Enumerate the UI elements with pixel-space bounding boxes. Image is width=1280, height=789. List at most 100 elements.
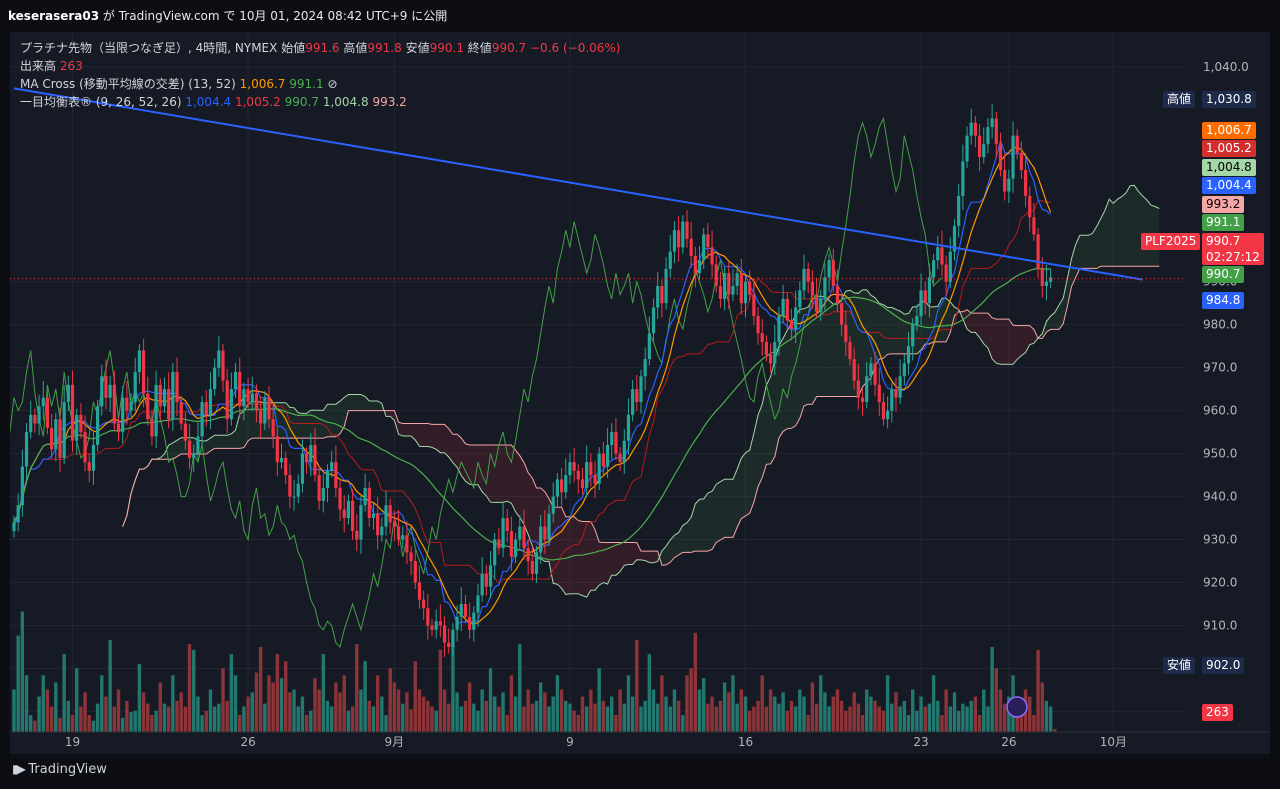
legend-ma-label[interactable]: MA Cross (移動平均線の交差) (13, 52) (20, 77, 236, 91)
volume-bar (87, 715, 91, 732)
candle-body (342, 509, 346, 519)
volume-bar (325, 700, 330, 732)
candle (58, 407, 62, 473)
candle (91, 430, 96, 485)
candle (601, 441, 605, 476)
volume-bar (961, 703, 965, 732)
volume-bar (183, 706, 188, 732)
candle (1028, 186, 1032, 232)
price-chart[interactable]: 1,040.0990.0980.0970.0960.0950.0940.0930… (10, 32, 1270, 754)
candle-body (1019, 152, 1023, 171)
volume-bar (802, 696, 806, 732)
time-axis: 19 26 9月 9 16 23 26 10月 (10, 731, 1270, 749)
cloud-segment (992, 317, 997, 364)
volume-bar (860, 715, 865, 732)
volume-bar (597, 668, 601, 732)
volume-bar (522, 706, 526, 732)
legend-ichimoku-label[interactable]: 一目均衡表® (9, 26, 52, 26) (20, 95, 182, 109)
cloud-segment (737, 458, 742, 528)
publisher-name[interactable]: keserasera03 (8, 9, 100, 23)
candle (16, 493, 20, 532)
candle (969, 108, 973, 145)
candle-body (58, 419, 62, 458)
cloud-segment (925, 300, 930, 345)
candle-body (580, 479, 585, 488)
candle-body (1007, 178, 1011, 192)
x-tick-label: 10月 (1100, 735, 1127, 749)
candle-body (605, 445, 610, 467)
candle-body (363, 487, 367, 506)
candle (133, 357, 137, 412)
cloud-segment (599, 542, 604, 586)
cloud-segment (248, 401, 253, 441)
candle (589, 453, 593, 487)
legend-symbol[interactable]: プラチナ先物（当限つなぎ足）, 4時間, NYMEX (20, 41, 278, 55)
candle (37, 394, 41, 436)
candle-body (79, 414, 83, 433)
y-tick-label: 940.0 (1203, 490, 1237, 504)
candle (990, 104, 994, 139)
candle (29, 400, 33, 439)
candle-body (204, 402, 208, 415)
volume-bar (969, 700, 973, 732)
candle (45, 388, 50, 435)
chart-panel[interactable]: 1,040.0990.0980.0970.0960.0950.0940.0930… (10, 32, 1270, 754)
volume-bar (1044, 700, 1049, 732)
candle (242, 382, 246, 421)
candle-body (396, 526, 401, 540)
volume-bar (877, 706, 881, 732)
candle-body (977, 135, 982, 158)
legend-change: −0.6 (−0.06%) (530, 41, 621, 55)
candle-body (764, 341, 768, 355)
volume-bar (1007, 696, 1011, 732)
cloud-segment (519, 455, 524, 525)
cloud-segment (402, 423, 407, 436)
tradingview-logo[interactable]: ▮▶ TradingView (12, 762, 107, 777)
volume-bar (534, 700, 539, 732)
cloud-segment (1121, 193, 1126, 267)
candle (768, 343, 773, 373)
candle (764, 335, 768, 362)
volume-bar (885, 675, 890, 732)
volume-bar (693, 632, 698, 732)
candle (305, 447, 309, 474)
candle (493, 533, 497, 580)
candle (651, 298, 656, 343)
volume-bar (739, 689, 744, 732)
candle (409, 545, 413, 576)
candle (998, 132, 1003, 177)
candle (417, 565, 422, 609)
candle-body (121, 397, 125, 433)
volume-bar (12, 689, 16, 732)
cloud-segment (783, 330, 788, 432)
candle (309, 433, 313, 477)
cloud-segment (243, 404, 249, 448)
volume-bar (589, 689, 593, 732)
volume-bar (70, 715, 75, 732)
footer-bar (0, 754, 1280, 789)
candle (986, 118, 990, 154)
candle (183, 411, 187, 450)
candle-body (129, 402, 133, 411)
candle (714, 255, 718, 293)
candle (798, 281, 802, 314)
volume-bar (321, 654, 326, 732)
candle (1003, 153, 1007, 201)
candle-body (631, 389, 635, 415)
publish-header: keserasera03 が TradingView.com で 10月 01,… (0, 0, 1280, 32)
cloud-segment (887, 307, 892, 355)
volume-bar (16, 635, 20, 732)
candle (100, 364, 104, 416)
volume-bar (329, 706, 334, 732)
candle (154, 370, 158, 449)
volume-bar (488, 668, 493, 732)
candle-body (810, 281, 814, 295)
cloud-segment (210, 435, 215, 452)
legend-volume-label[interactable]: 出来高 (20, 59, 57, 73)
candle-body (965, 135, 969, 162)
candle-body (16, 505, 20, 523)
candle (890, 382, 894, 423)
candle (794, 290, 798, 344)
volume-bar (781, 692, 785, 732)
hidden-icon[interactable]: ⊘ (327, 77, 338, 91)
